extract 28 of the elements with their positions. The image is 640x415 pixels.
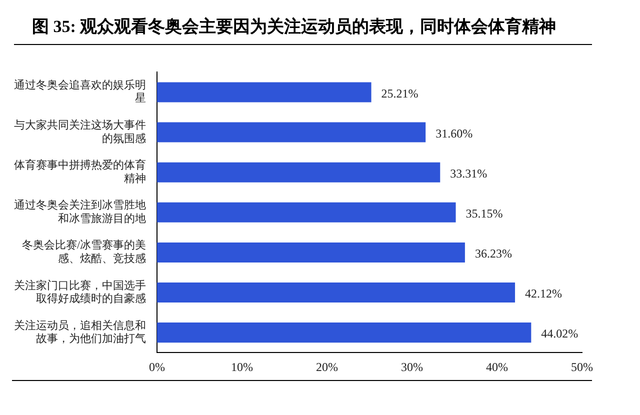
y-tick-label: 冬奥会比赛/冰雪赛事的美感、炫酷、竞技感 — [22, 238, 146, 265]
bar — [157, 162, 440, 182]
y-tick-label: 体育赛事中拼搏热爱的体育精神 — [14, 158, 146, 185]
y-tick-label: 与大家共同关注这场大事件的氛围感 — [14, 118, 146, 145]
x-tick-label: 30% — [401, 360, 423, 374]
bar — [157, 202, 456, 222]
data-label: 31.60% — [436, 126, 473, 140]
bar — [157, 122, 426, 142]
bar — [157, 82, 372, 102]
bar — [157, 282, 516, 303]
data-label: 44.02% — [541, 326, 578, 341]
x-tick-label: 20% — [316, 360, 338, 374]
data-label: 35.15% — [466, 206, 503, 221]
x-tick-label: 50% — [571, 360, 593, 374]
x-tick-label: 0% — [149, 360, 165, 374]
x-tick-label: 10% — [231, 360, 253, 374]
y-tick-label: 关注家门口比赛，中国选手取得好成绩时的自豪感 — [14, 278, 146, 306]
bar — [157, 322, 532, 343]
data-label: 36.23% — [474, 246, 512, 261]
data-label: 42.12% — [525, 286, 562, 301]
chart-title: 图 35: 观众观看冬奥会主要因为关注运动员的表现，同时体会体育精神 — [14, 8, 592, 45]
y-tick-label: 关注运动员，追相关信息和故事，为他们加油打气 — [14, 318, 146, 346]
data-label: 33.31% — [450, 166, 488, 180]
y-tick-label: 通过冬奥会追喜欢的娱乐明星 — [14, 78, 146, 105]
data-label: 25.21% — [381, 86, 418, 100]
x-tick-label: 40% — [486, 360, 508, 374]
y-tick-label: 通过冬奥会关注到冰雪胜地和冰雪旅游目的地 — [14, 198, 146, 225]
bar — [157, 242, 465, 262]
